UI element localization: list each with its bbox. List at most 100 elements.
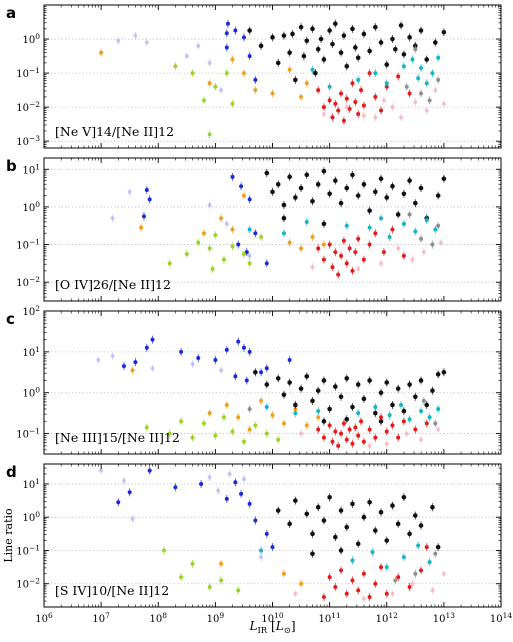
data-point-red	[379, 108, 384, 113]
data-point-black	[407, 382, 412, 387]
data-point-black	[418, 28, 424, 33]
data-point-black	[321, 168, 327, 174]
data-point-cyan	[373, 71, 378, 76]
data-point-orange	[139, 225, 144, 230]
data-point-lavender	[207, 203, 212, 208]
data-point-red	[367, 242, 372, 247]
data-point-lime	[219, 578, 224, 583]
data-point-black	[401, 191, 407, 197]
data-point-blue	[233, 374, 238, 379]
data-point-red	[344, 437, 349, 442]
data-point-red	[316, 427, 321, 432]
data-point-cyan	[401, 221, 406, 226]
data-point-orange	[207, 81, 212, 86]
data-point-orange	[236, 415, 241, 420]
data-point-blue	[241, 35, 246, 40]
data-point-orange	[299, 581, 304, 586]
data-point-lime	[210, 267, 215, 272]
x-tick-label: 1011	[318, 611, 340, 625]
data-point-blue	[179, 349, 184, 354]
data-point-black	[281, 392, 287, 398]
data-point-red	[356, 588, 361, 593]
data-point-black	[373, 189, 378, 195]
data-point-cyan	[384, 565, 389, 570]
data-point-red	[350, 441, 355, 446]
data-point-red	[353, 425, 358, 430]
data-point-orange	[230, 57, 235, 62]
data-point-cyan	[373, 405, 378, 410]
data-point-red	[401, 419, 406, 424]
data-point-black	[395, 521, 401, 527]
data-point-orange	[316, 415, 321, 420]
panel-b: 10−2 10−1 100 101 b [O IV]26/[Ne II]12	[6, 157, 502, 302]
data-point-pink	[310, 265, 315, 270]
data-point-red	[344, 261, 349, 266]
data-point-pink	[424, 108, 429, 113]
data-point-black	[270, 189, 275, 195]
data-point-cyan	[433, 227, 438, 232]
data-point-pink	[404, 431, 409, 436]
data-point-blue	[236, 242, 241, 247]
data-point-red	[321, 257, 326, 262]
data-point-lime	[221, 257, 226, 262]
data-point-pink	[361, 596, 366, 601]
data-point-pink	[410, 581, 415, 586]
data-point-black	[338, 548, 344, 553]
data-point-black	[264, 382, 270, 387]
data-point-black	[270, 35, 275, 40]
y-tick-label: 101	[22, 162, 40, 176]
data-point-black	[293, 402, 298, 408]
data-point-blue	[224, 45, 229, 50]
data-points	[99, 19, 447, 139]
data-point-cyan	[399, 402, 404, 407]
data-point-lavender	[150, 366, 155, 371]
ratio-label: [Ne III]15/[Ne II]12	[55, 430, 180, 445]
data-point-orange	[281, 421, 286, 426]
data-point-black	[333, 384, 338, 389]
data-point-black	[355, 193, 361, 198]
data-point-blue	[173, 485, 178, 490]
x-tick-label: 109	[207, 611, 225, 625]
data-point-lavender	[190, 362, 195, 367]
data-point-black	[344, 524, 350, 530]
data-point-black	[430, 388, 435, 393]
data-point-red	[361, 257, 366, 262]
data-point-blue	[127, 490, 132, 495]
data-point-red	[373, 581, 378, 586]
data-point-cyan	[304, 219, 309, 224]
panel-letter: b	[6, 157, 17, 175]
data-point-red	[407, 585, 412, 590]
data-point-blue	[224, 347, 229, 352]
data-point-red	[359, 419, 364, 424]
data-point-red	[336, 108, 341, 113]
data-point-lime	[207, 132, 212, 137]
data-point-lavender	[110, 216, 115, 221]
data-point-lavender	[241, 476, 246, 481]
data-point-blue	[253, 77, 258, 82]
data-point-orange	[207, 411, 212, 416]
data-point-orange	[287, 67, 292, 72]
data-point-blue	[121, 364, 126, 369]
data-point-black	[367, 208, 372, 213]
data-point-black	[353, 45, 358, 50]
data-point-lime	[201, 421, 206, 426]
data-point-lavender	[219, 88, 224, 93]
data-point-blue	[199, 481, 204, 486]
data-point-orange	[230, 227, 235, 232]
data-point-red	[361, 439, 366, 444]
data-point-black	[310, 551, 315, 557]
data-point-red	[413, 427, 418, 432]
data-point-grey	[407, 212, 412, 217]
data-point-red	[327, 98, 332, 103]
data-point-red	[350, 268, 355, 273]
data-point-lavender	[184, 54, 189, 59]
data-point-blue	[116, 500, 121, 505]
data-point-black	[275, 182, 281, 187]
data-point-cyan	[264, 405, 269, 410]
data-point-pink	[419, 437, 424, 442]
data-point-black	[384, 62, 390, 67]
data-point-red	[350, 578, 355, 583]
data-point-orange	[310, 235, 315, 240]
data-point-black	[361, 31, 367, 37]
